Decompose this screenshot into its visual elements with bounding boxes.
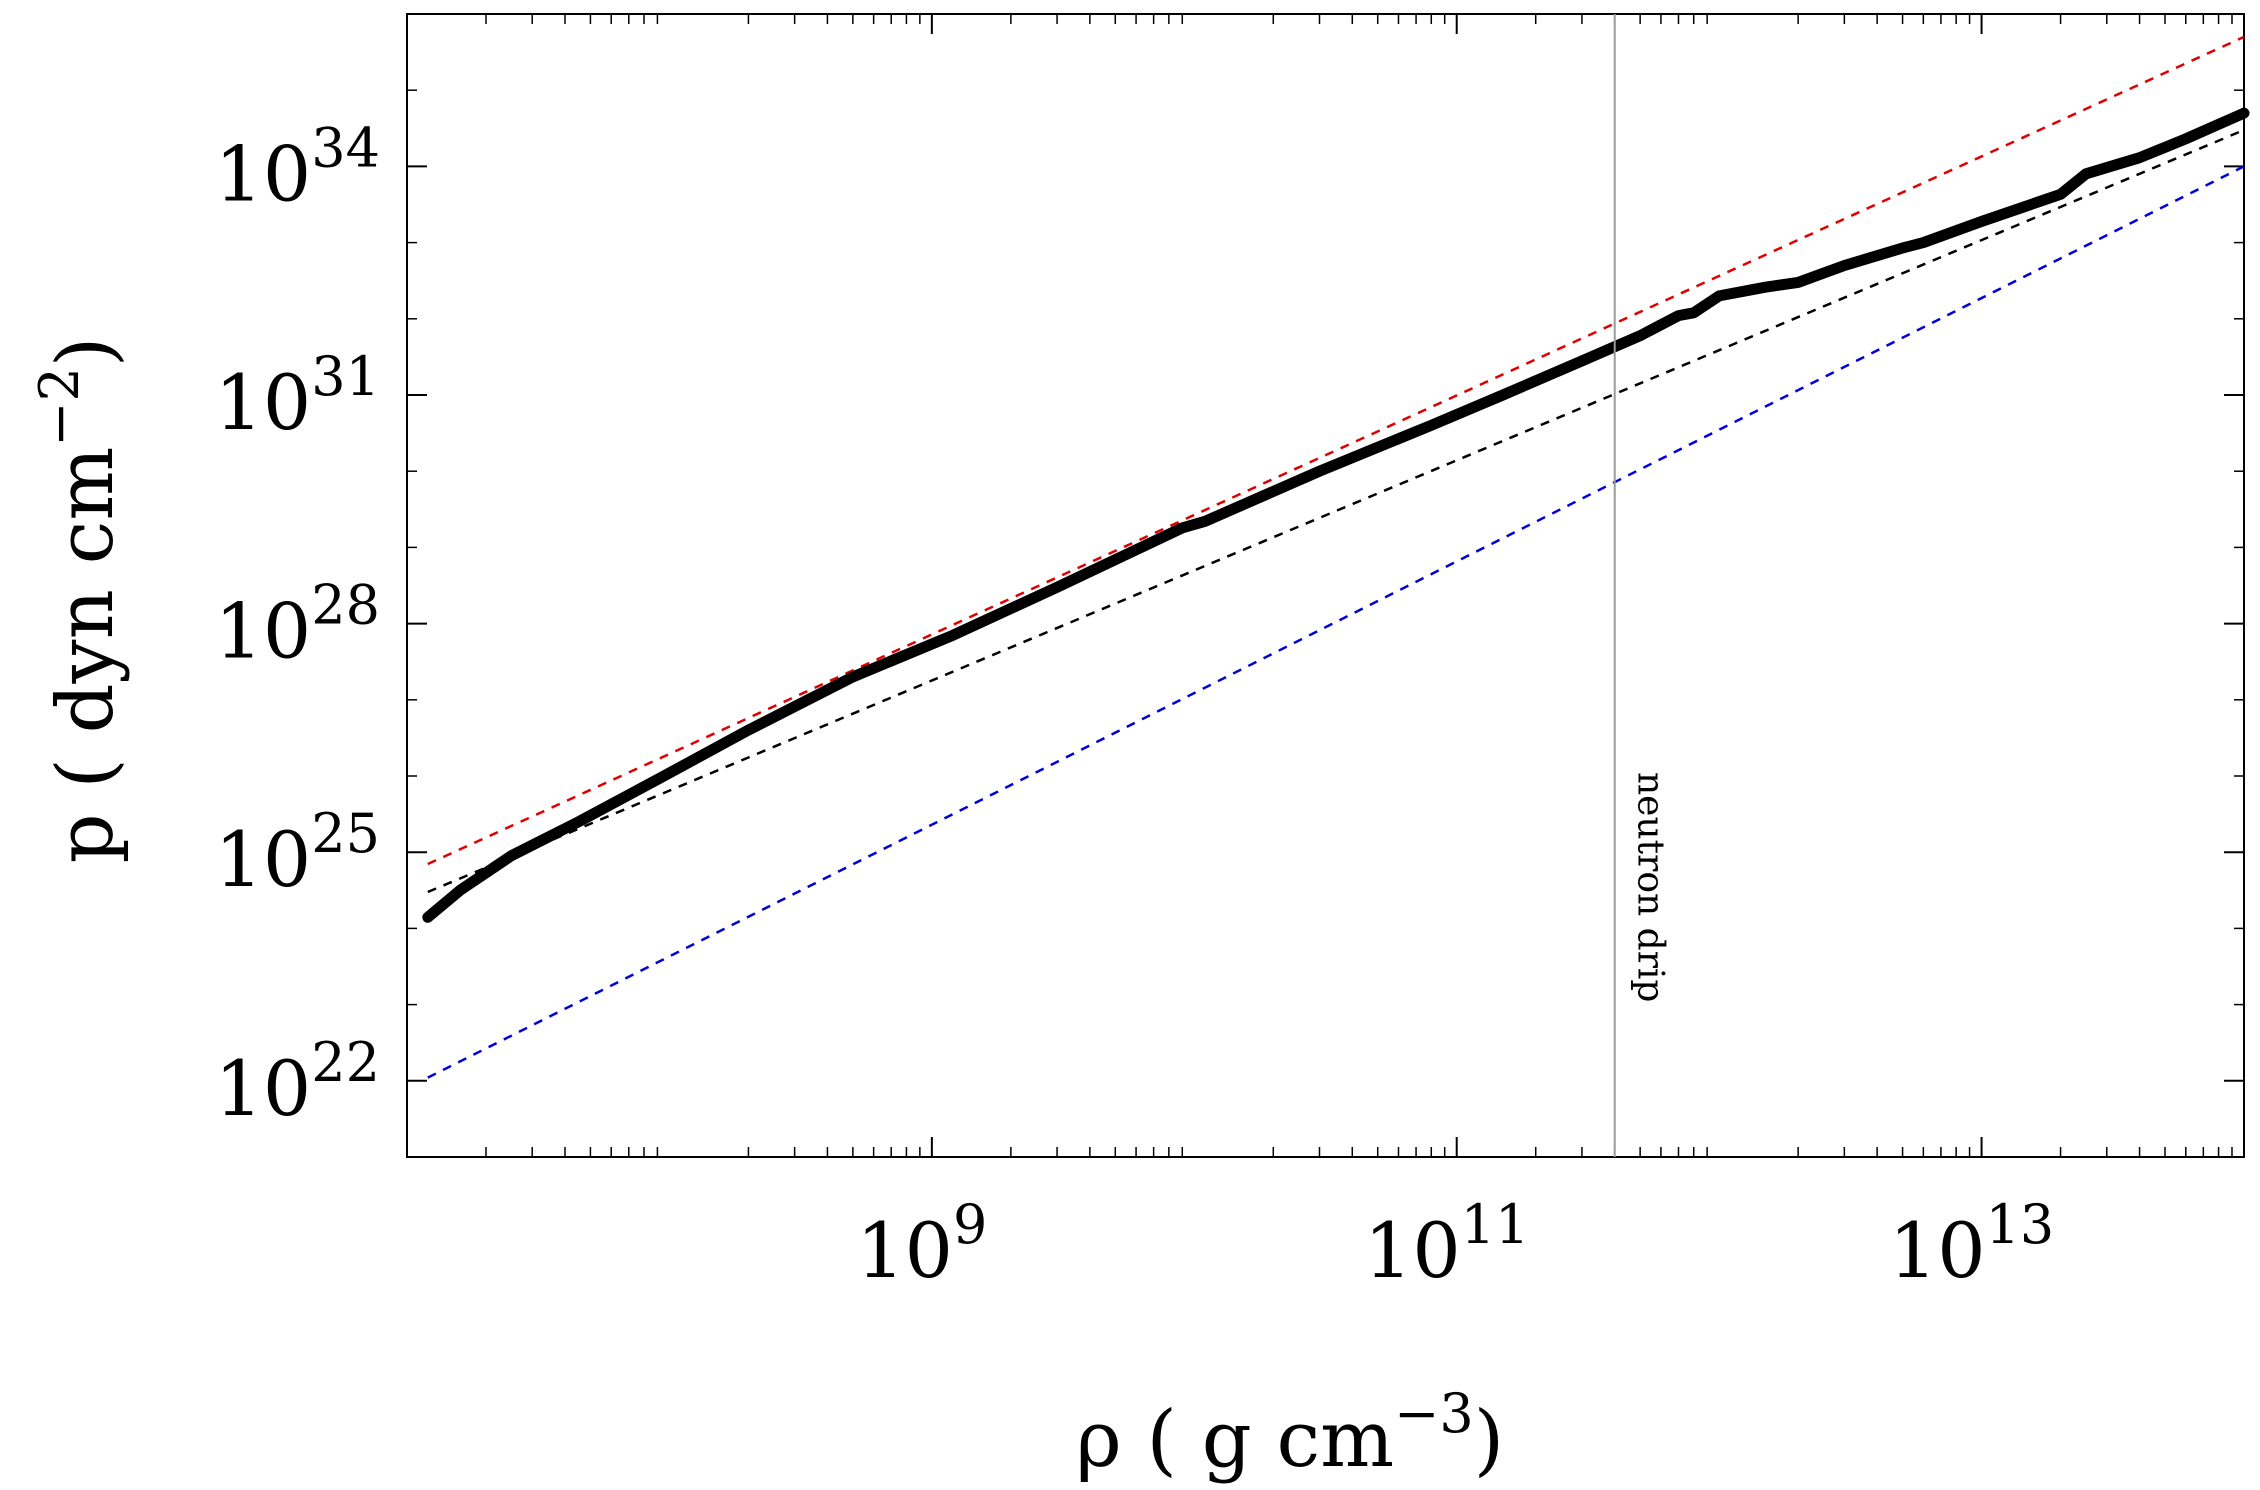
x-axis-title: ρ ( g cm−3) — [1076, 1382, 1504, 1485]
y-tick-label: 1025 — [215, 802, 380, 904]
x-tick-label: 1011 — [1364, 1193, 1529, 1295]
x-tick-label-exp: 11 — [1461, 1193, 1530, 1256]
x-tick-label-base: 10 — [1889, 1206, 1986, 1295]
neutron-drip-line: neutron drip — [1613, 14, 1671, 1157]
major-ticks — [407, 14, 2244, 1157]
y-tick-label: 1028 — [215, 574, 380, 676]
neutron-drip-label: neutron drip — [1630, 772, 1671, 1002]
x-tick-label-base: 10 — [1364, 1206, 1461, 1295]
y-axis-title-base: p ( dyn cm — [41, 447, 131, 864]
x-tick-labels: 109 1011 1013 — [856, 1193, 2054, 1295]
y-tick-label-base: 10 — [215, 587, 312, 676]
y-tick-label-base: 10 — [215, 129, 312, 218]
curves — [422, 35, 2250, 1079]
y-tick-label-exp: 25 — [311, 802, 380, 865]
y-tick-label-exp: 34 — [311, 116, 380, 179]
minor-ticks — [407, 13, 2244, 1158]
x-axis-title-exp: −3 — [1394, 1382, 1474, 1445]
y-tick-label-base: 10 — [215, 1044, 312, 1133]
y-tick-label-exp: 22 — [311, 1031, 380, 1094]
x-tick-label-exp: 13 — [1986, 1193, 2055, 1256]
x-axis-title-base: ρ ( g cm — [1076, 1395, 1394, 1485]
series-equation-of-state — [422, 107, 2250, 923]
y-tick-label: 1031 — [215, 345, 380, 447]
y-tick-label-exp: 28 — [311, 574, 380, 637]
y-tick-label: 1034 — [215, 116, 380, 218]
x-tick-label-base: 10 — [856, 1206, 953, 1295]
y-axis-title-close: ) — [41, 337, 131, 367]
x-tick-label: 109 — [856, 1193, 987, 1295]
series-red-dashed — [427, 35, 2245, 866]
y-tick-label-base: 10 — [215, 815, 312, 904]
series-blue-dashed — [427, 165, 2245, 1079]
y-axis-title-exp: −2 — [28, 367, 91, 447]
x-axis-title-close: ) — [1474, 1395, 1504, 1485]
y-tick-label-base: 10 — [215, 358, 312, 447]
y-tick-label: 1022 — [215, 1031, 380, 1133]
series-fit-black-dashed- — [427, 128, 2245, 894]
y-axis-title: p ( dyn cm−2) — [28, 337, 131, 864]
x-tick-label: 1013 — [1889, 1193, 2054, 1295]
x-tick-label-exp: 9 — [953, 1193, 987, 1256]
y-tick-label-exp: 31 — [311, 345, 380, 408]
plot-frame — [406, 13, 2245, 1158]
